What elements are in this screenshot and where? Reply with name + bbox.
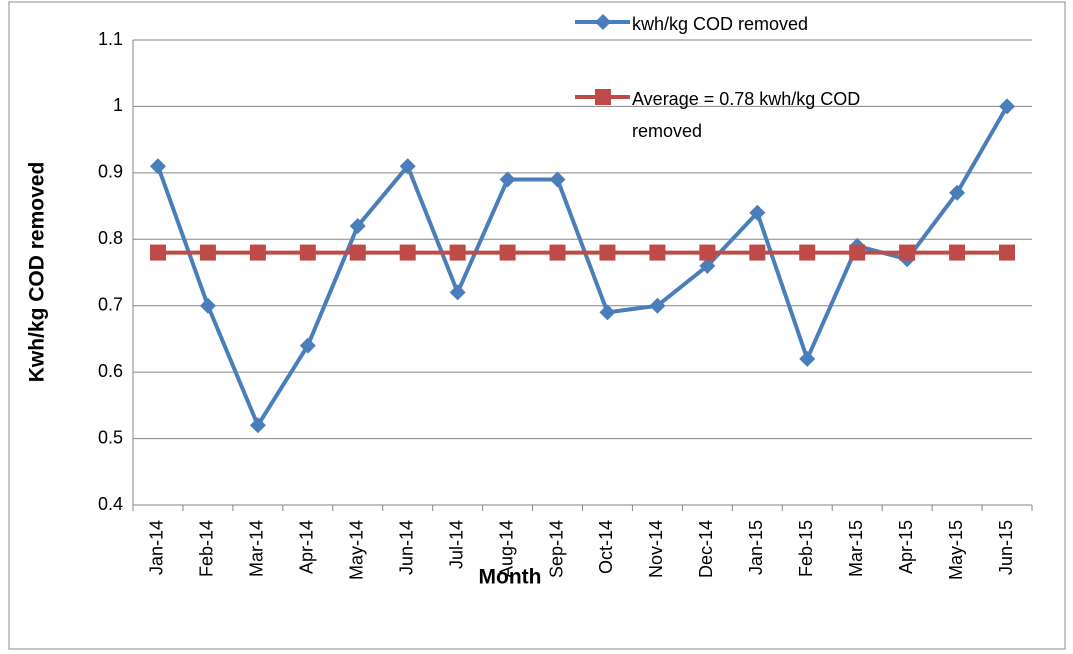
series-line bbox=[156, 105, 1009, 428]
marker bbox=[949, 244, 966, 261]
legend-marker bbox=[595, 89, 611, 105]
x-tick-label: Jun-14 bbox=[396, 520, 416, 575]
x-tick-label: Aug-14 bbox=[496, 520, 516, 578]
legend-marker bbox=[595, 14, 611, 30]
marker bbox=[799, 350, 816, 367]
marker bbox=[549, 171, 566, 188]
x-tick-label: Apr-15 bbox=[896, 520, 916, 574]
marker bbox=[199, 244, 216, 261]
marker bbox=[899, 244, 916, 261]
x-tick-label: Jun-15 bbox=[996, 520, 1016, 575]
x-tick-label: Dec-14 bbox=[696, 520, 716, 578]
marker bbox=[349, 244, 366, 261]
marker bbox=[849, 244, 866, 261]
marker bbox=[649, 244, 666, 261]
marker bbox=[999, 98, 1016, 115]
x-tick-label: Oct-14 bbox=[596, 520, 616, 574]
x-tick-label: Feb-14 bbox=[197, 520, 217, 577]
x-tick-label: Nov-14 bbox=[646, 520, 666, 578]
marker bbox=[299, 337, 316, 354]
marker bbox=[199, 297, 216, 314]
y-tick-label: 1.1 bbox=[98, 29, 123, 49]
y-tick-label: 0.4 bbox=[98, 494, 123, 514]
x-tick-label: Jan-15 bbox=[746, 520, 766, 575]
marker bbox=[449, 284, 466, 301]
marker bbox=[999, 244, 1016, 261]
y-tick-label: 0.6 bbox=[98, 361, 123, 381]
x-tick-label: Feb-15 bbox=[796, 520, 816, 577]
marker bbox=[599, 244, 616, 261]
marker bbox=[699, 244, 716, 261]
marker bbox=[149, 244, 166, 261]
x-tick-label: Sep-14 bbox=[546, 520, 566, 578]
y-axis-title: Kwh/kg COD removed bbox=[26, 162, 49, 383]
marker bbox=[949, 184, 966, 201]
y-tick-label: 1 bbox=[113, 95, 123, 115]
x-tick-label: Jul-14 bbox=[446, 520, 466, 569]
marker bbox=[499, 171, 516, 188]
marker bbox=[349, 218, 366, 234]
x-tick-label: May-14 bbox=[347, 520, 367, 580]
marker bbox=[249, 417, 266, 434]
marker bbox=[749, 204, 766, 221]
y-tick-label: 0.8 bbox=[98, 228, 123, 248]
legend-label: Average = 0.78 kwh/kg COD removed bbox=[632, 89, 861, 141]
marker bbox=[799, 244, 816, 261]
marker bbox=[599, 304, 616, 321]
y-tick-label: 0.5 bbox=[98, 427, 123, 447]
marker bbox=[149, 158, 166, 175]
marker bbox=[299, 244, 316, 261]
y-tick-label: 0.7 bbox=[98, 294, 123, 314]
marker bbox=[699, 257, 716, 274]
x-tick-label: Mar-15 bbox=[846, 520, 866, 577]
x-axis-title: Month bbox=[479, 566, 542, 589]
marker bbox=[449, 244, 466, 261]
marker bbox=[399, 244, 416, 261]
x-tick-label: Jan-14 bbox=[147, 520, 167, 575]
marker bbox=[399, 158, 416, 175]
legend-label: kwh/kg COD removed bbox=[632, 14, 809, 34]
marker bbox=[749, 244, 766, 261]
marker bbox=[499, 244, 516, 261]
y-tick-label: 0.9 bbox=[98, 162, 123, 182]
marker bbox=[249, 244, 266, 261]
marker bbox=[549, 244, 566, 261]
x-tick-label: Mar-14 bbox=[247, 520, 267, 577]
chart-border bbox=[8, 1, 1066, 650]
x-tick-label: May-15 bbox=[946, 520, 966, 580]
x-tick-label: Apr-14 bbox=[297, 520, 317, 574]
marker bbox=[649, 297, 666, 314]
